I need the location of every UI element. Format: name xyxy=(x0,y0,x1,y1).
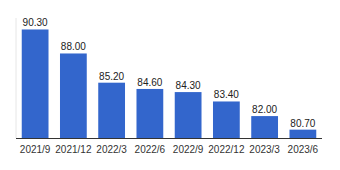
x-axis-line xyxy=(16,138,322,139)
data-label: 80.70 xyxy=(290,118,315,129)
x-tick-label: 2022/3 xyxy=(96,144,127,155)
y-axis-line xyxy=(16,18,17,138)
data-label: 85.20 xyxy=(99,71,124,82)
x-tick-label: 2022/9 xyxy=(173,144,204,155)
data-label: 90.30 xyxy=(23,17,48,28)
bars xyxy=(22,29,317,138)
bar xyxy=(289,130,316,138)
x-tick-label: 2022/6 xyxy=(135,144,166,155)
chart: 90.30 88.00 85.20 84.60 84.30 83.40 82.00 80.70… xyxy=(0,0,340,170)
bar xyxy=(136,89,163,138)
x-tick-label: 2023/6 xyxy=(288,144,319,155)
x-tick-label: 2021/12 xyxy=(55,144,92,155)
x-tick-label: 2023/3 xyxy=(249,144,280,155)
bar xyxy=(213,101,240,138)
bar xyxy=(251,116,278,138)
data-label: 82.00 xyxy=(252,104,277,115)
data-label: 88.00 xyxy=(61,41,86,52)
x-tick-label: 2021/9 xyxy=(20,144,51,155)
x-tick-label: 2022/12 xyxy=(208,144,245,155)
bar xyxy=(175,92,202,138)
bar xyxy=(98,83,125,138)
bar xyxy=(22,29,49,138)
bar xyxy=(60,53,87,138)
data-label: 84.60 xyxy=(137,77,162,88)
data-label: 84.30 xyxy=(176,80,201,91)
data-label: 83.40 xyxy=(214,89,239,100)
